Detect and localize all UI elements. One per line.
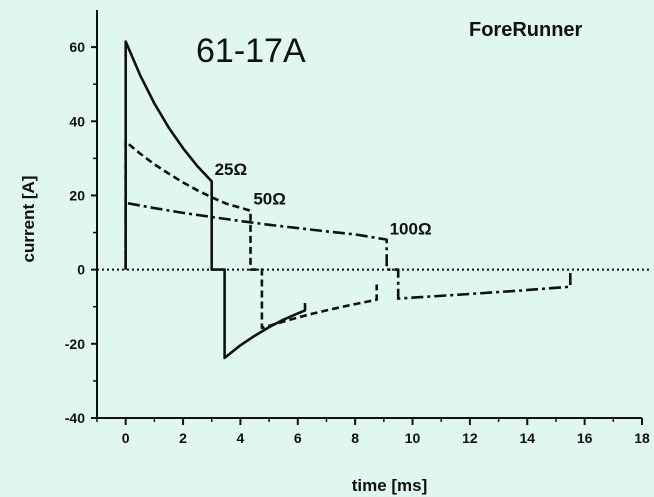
x-tick-label: 0 bbox=[122, 430, 130, 446]
x-tick-label: 6 bbox=[294, 430, 302, 446]
series-line-1 bbox=[124, 40, 307, 360]
x-tick-label: 16 bbox=[577, 430, 593, 446]
x-tick-label: 14 bbox=[519, 430, 535, 446]
x-tick-label: 8 bbox=[351, 430, 359, 446]
y-axis-title: current [A] bbox=[19, 176, 38, 263]
y-tick-label: 0 bbox=[77, 262, 85, 278]
series-annotation-1: 25Ω bbox=[215, 160, 248, 179]
series-annotation-2: 50Ω bbox=[253, 190, 286, 209]
x-tick-label: 2 bbox=[179, 430, 187, 446]
x-tick-label: 4 bbox=[237, 430, 245, 446]
y-tick-label: -40 bbox=[65, 410, 85, 426]
series-layer bbox=[124, 40, 572, 360]
y-tick-label: 40 bbox=[69, 113, 85, 129]
series-line-2 bbox=[124, 140, 378, 330]
x-tick-label: 10 bbox=[405, 430, 421, 446]
axes: -40 -20 0 20 40 60 0 2 4 6 8 10 12 14 16 18 bbox=[65, 10, 650, 446]
chart-title: 61-17A bbox=[196, 32, 306, 70]
series-line-3 bbox=[124, 201, 572, 300]
brand-label: ForeRunner bbox=[469, 19, 583, 41]
x-tick-label: 12 bbox=[462, 430, 478, 446]
x-tick-label: 18 bbox=[634, 430, 650, 446]
series-annotation-3: 100Ω bbox=[390, 219, 432, 238]
y-tick-label: 20 bbox=[69, 187, 85, 203]
label-layer: 61-17A ForeRunner time [ms] current [A] … bbox=[19, 19, 583, 495]
y-tick-label: 60 bbox=[69, 39, 85, 55]
y-tick-label: -20 bbox=[65, 336, 85, 352]
x-axis-title: time [ms] bbox=[352, 476, 428, 495]
